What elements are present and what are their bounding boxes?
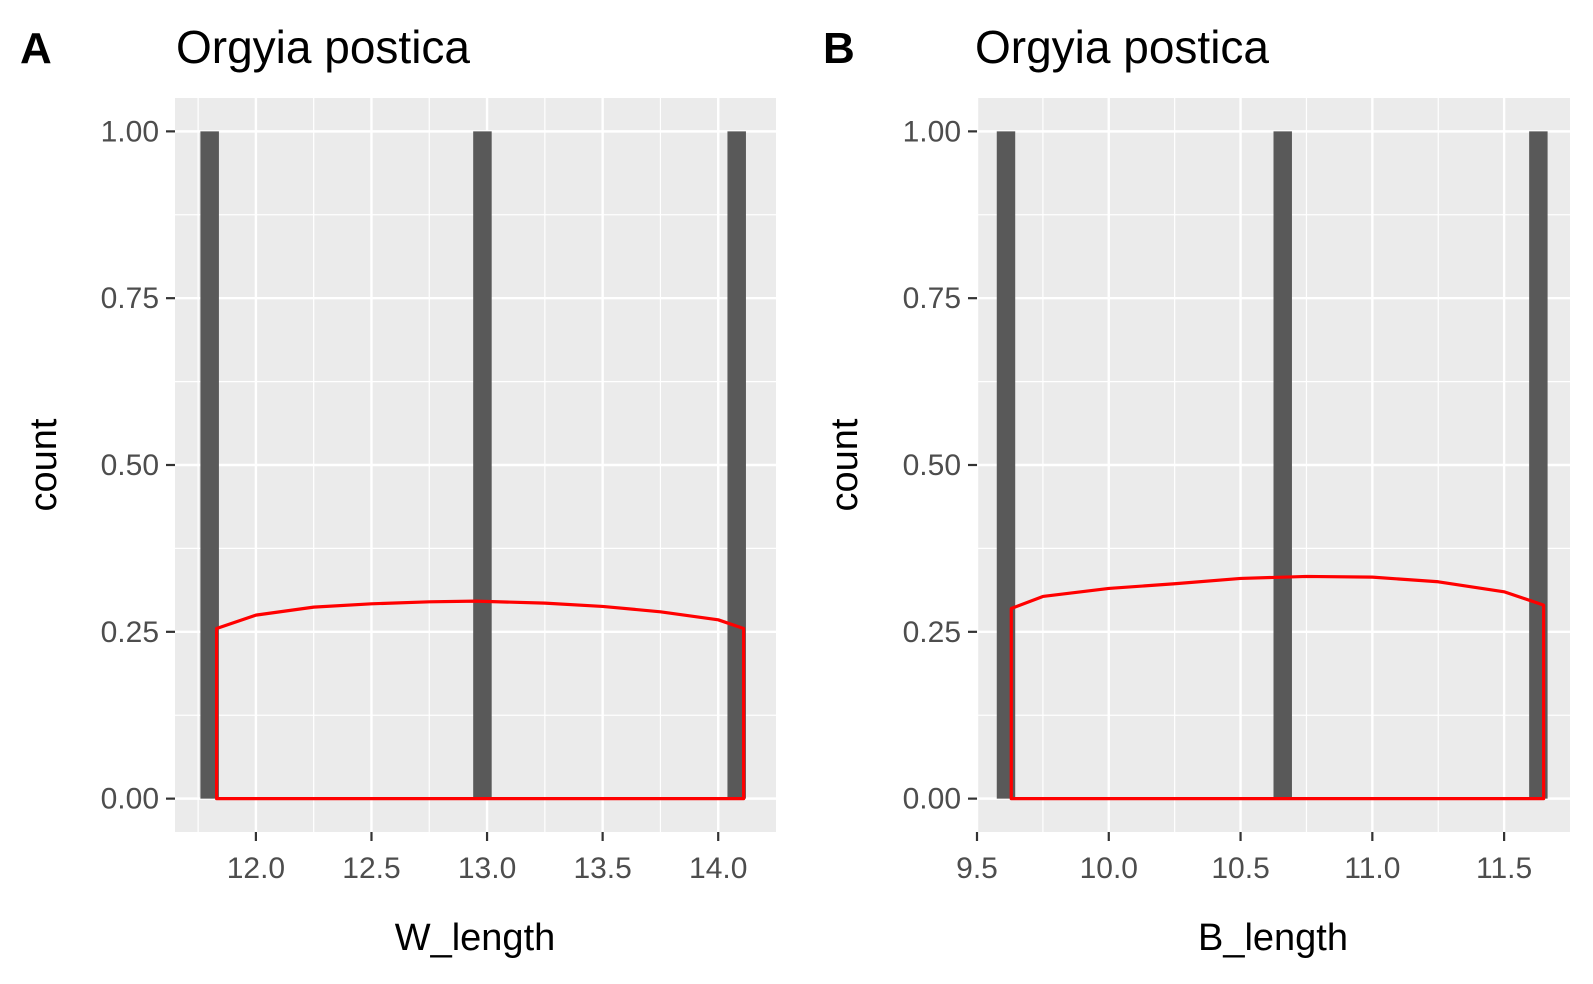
x-tick-label: 11.5 <box>1476 852 1532 885</box>
panel-a-bars <box>200 131 746 799</box>
panel-a-x-axis-title: W_length <box>395 917 556 959</box>
y-tick-label: 1.00 <box>903 115 961 148</box>
panel-b-y-axis-title: count <box>824 418 866 511</box>
y-tick-label: 0.00 <box>903 783 961 816</box>
histogram-bar <box>727 131 746 799</box>
panel-b-title: Orgyia postica <box>975 21 1269 73</box>
panel-letter-b: B <box>823 24 855 73</box>
histogram-bar <box>1273 131 1292 799</box>
panel-a-y-axis-title: count <box>23 418 65 511</box>
y-tick-label: 0.75 <box>903 282 961 315</box>
panel-a-density <box>215 599 746 801</box>
density-curve <box>215 599 746 801</box>
panel-b-density <box>1009 574 1546 801</box>
panel-b-bars <box>996 131 1548 799</box>
panel-a-x-axis: 12.0 12.5 13.0 13.5 14.0 <box>227 832 747 885</box>
x-tick-label: 9.5 <box>956 852 998 885</box>
x-tick-label: 13.5 <box>573 852 631 885</box>
panel-a: A Orgyia postica 0.00 0.25 0.50 0.75 1.00 12… <box>20 21 776 959</box>
histogram-bar <box>200 131 219 799</box>
panel-b-y-axis: 0.00 0.25 0.50 0.75 1.00 <box>903 115 977 816</box>
y-tick-label: 0.50 <box>101 449 159 482</box>
density-curve <box>1009 574 1546 801</box>
y-tick-label: 0.50 <box>903 449 961 482</box>
x-tick-label: 10.5 <box>1211 852 1269 885</box>
y-tick-label: 0.25 <box>101 616 159 649</box>
panel-a-title: Orgyia postica <box>176 21 470 73</box>
x-tick-label: 12.0 <box>227 852 285 885</box>
y-tick-label: 1.00 <box>101 115 159 148</box>
x-tick-label: 13.0 <box>458 852 516 885</box>
x-tick-label: 10.0 <box>1080 852 1138 885</box>
x-tick-label: 11.0 <box>1344 852 1400 885</box>
panel-b-x-axis-title: B_length <box>1198 917 1348 959</box>
panel-letter-a: A <box>20 24 52 73</box>
histogram-bar <box>473 131 492 799</box>
panel-b-x-axis: 9.5 10.0 10.5 11.0 11.5 <box>956 832 1532 885</box>
panel-a-y-axis: 0.00 0.25 0.50 0.75 1.00 <box>101 115 175 816</box>
y-tick-label: 0.75 <box>101 282 159 315</box>
y-tick-label: 0.25 <box>903 616 961 649</box>
x-tick-label: 12.5 <box>342 852 400 885</box>
panel-b: B Orgyia postica 0.00 0.25 0.50 0.75 1.00 9.… <box>823 21 1570 959</box>
x-tick-label: 14.0 <box>689 852 747 885</box>
y-tick-label: 0.00 <box>101 783 159 816</box>
